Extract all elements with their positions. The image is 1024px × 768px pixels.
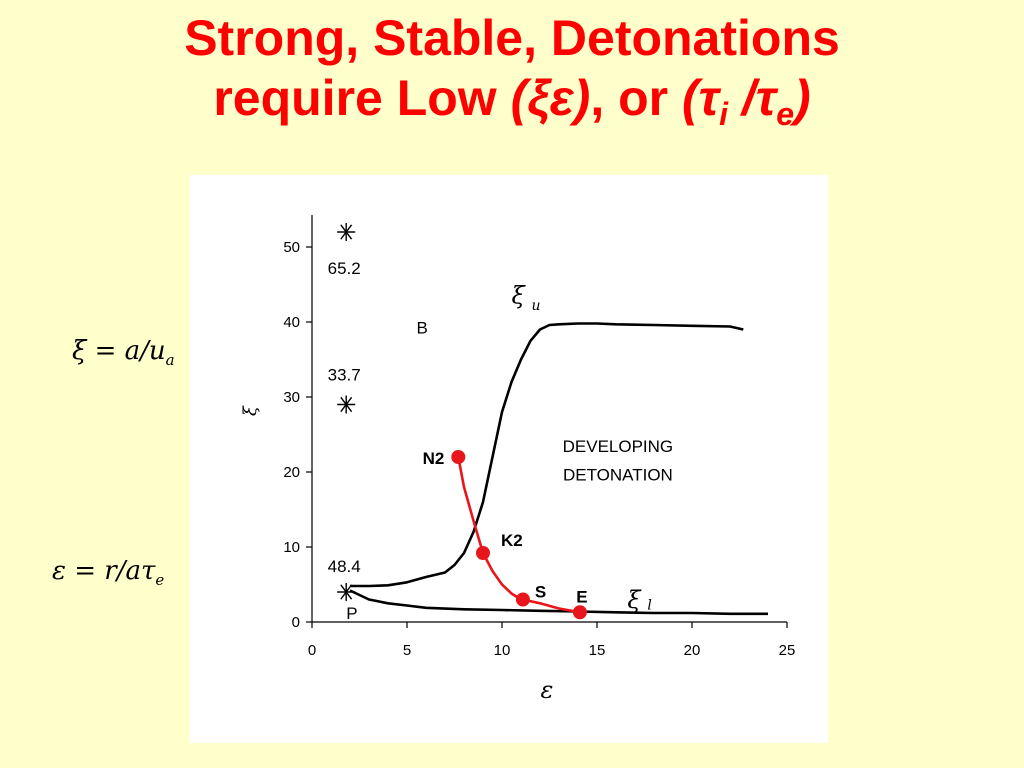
region-label-b: B bbox=[417, 318, 428, 337]
data-point-k2 bbox=[476, 546, 490, 560]
x-tick-label: 0 bbox=[308, 642, 316, 659]
title-tau-slash: /τ bbox=[727, 70, 777, 126]
region-label-p: P bbox=[346, 604, 357, 623]
equation-eps-sub: e bbox=[155, 571, 165, 589]
title-line-2-prefix: require Low bbox=[213, 70, 511, 126]
point-label-s: S bbox=[535, 583, 546, 602]
equation-xi-slash: / bbox=[140, 336, 149, 366]
y-tick-label: 30 bbox=[283, 389, 300, 406]
chart-labels: ε ξ N2 K2 S E 65.2 33.7 48.4 B P DEVELOPING DETONATI… bbox=[240, 259, 673, 704]
title-tau-close: ) bbox=[794, 70, 811, 126]
title-line-2: require Low (ξε), or (τi /τe) bbox=[0, 68, 1024, 130]
x-tick-label: 5 bbox=[403, 642, 411, 659]
asterisk-value-label: 48.4 bbox=[328, 557, 361, 576]
title-line-1: Strong, Stable, Detonations bbox=[184, 10, 840, 66]
y-tick-label: 40 bbox=[283, 314, 300, 331]
data-point-n2 bbox=[451, 450, 466, 464]
y-tick-label: 10 bbox=[283, 539, 300, 556]
x-tick-label: 20 bbox=[684, 642, 701, 659]
y-axis-label: ξ bbox=[240, 405, 261, 416]
equation-epsilon: ε = r/aτe bbox=[52, 556, 164, 589]
y-tick-label: 50 bbox=[283, 239, 300, 256]
equation-xi: ξ = a/ua bbox=[72, 336, 175, 369]
equation-eps-a-tau: aτ bbox=[125, 556, 156, 586]
asterisk-marker bbox=[337, 395, 356, 414]
title-tau-ratio: (τi /τe) bbox=[682, 70, 811, 130]
region-label-developing: DEVELOPING bbox=[563, 437, 674, 456]
title-xi-epsilon: (ξε) bbox=[510, 70, 591, 126]
x-axis-label: ε bbox=[541, 676, 554, 704]
y-tick-label: 20 bbox=[283, 464, 300, 481]
chart-series bbox=[349, 322, 768, 616]
detonation-chart: 0 10 20 30 40 50 0 5 10 15 20 25 ε ξ N2 K2 S E 65.2 33.7 48… bbox=[240, 215, 795, 704]
asterisk-marker bbox=[337, 223, 356, 241]
asterisk-marker bbox=[337, 583, 356, 601]
curve-label-xi-u: ξ bbox=[512, 281, 527, 309]
x-tick-label: 15 bbox=[589, 642, 606, 659]
x-tick-label: 10 bbox=[494, 642, 511, 659]
equation-xi-lhs: ξ bbox=[72, 336, 87, 366]
equation-xi-rhs: = a bbox=[86, 336, 141, 366]
asterisk-value-label: 65.2 bbox=[328, 259, 361, 278]
title-sub-e: e bbox=[776, 96, 794, 132]
equation-eps-rhs: = r bbox=[65, 556, 117, 586]
region-label-detonation: DETONATION bbox=[563, 465, 673, 484]
title-or: , or bbox=[590, 70, 682, 126]
equation-eps-slash: / bbox=[116, 556, 126, 586]
curve-label-xi-l: ξ bbox=[627, 586, 642, 614]
curve-label-xi-u-sub: u bbox=[531, 298, 540, 314]
series-xi-l-line bbox=[349, 589, 768, 616]
equation-eps-lhs: ε bbox=[52, 556, 66, 586]
point-label-e: E bbox=[576, 587, 587, 606]
chart-marks bbox=[337, 223, 587, 620]
series-path-line bbox=[457, 456, 581, 614]
point-label-k2: K2 bbox=[501, 531, 523, 550]
data-point-e bbox=[572, 605, 587, 620]
title-sub-i: i bbox=[719, 96, 728, 132]
curve-label-xi-l-sub: l bbox=[647, 597, 651, 613]
x-tick-label: 25 bbox=[779, 642, 796, 659]
data-point-s bbox=[515, 592, 530, 607]
series-xi-u-line bbox=[350, 322, 744, 588]
point-label-n2: N2 bbox=[423, 449, 445, 468]
chart-panel: 0 10 20 30 40 50 0 5 10 15 20 25 ε ξ N2 K2 S E 65.2 33.7 48… bbox=[190, 175, 828, 743]
equation-xi-sub: a bbox=[165, 351, 175, 369]
chart-axes: 0 10 20 30 40 50 0 5 10 15 20 25 bbox=[283, 215, 795, 659]
slide-title: Strong, Stable, Detonations require Low … bbox=[0, 8, 1024, 130]
asterisk-value-label: 33.7 bbox=[328, 366, 361, 385]
title-tau-open: (τ bbox=[682, 70, 720, 126]
equation-xi-u: u bbox=[148, 336, 166, 366]
y-tick-label: 0 bbox=[292, 614, 300, 631]
